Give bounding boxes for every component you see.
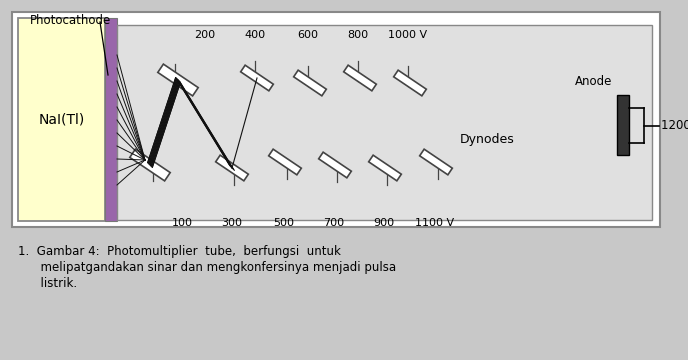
Polygon shape (369, 155, 401, 181)
Text: 700: 700 (323, 218, 345, 228)
Polygon shape (394, 70, 427, 96)
Polygon shape (158, 64, 198, 96)
Polygon shape (344, 65, 376, 91)
Polygon shape (294, 70, 326, 96)
Text: 200: 200 (195, 30, 215, 40)
Bar (12, 12, 660, 227)
Text: 1.  Gambar 4:  Photomultiplier  tube,  berfungsi  untuk: 1. Gambar 4: Photomultiplier tube, berfu… (18, 245, 341, 258)
Text: 1100 V: 1100 V (416, 218, 455, 228)
Polygon shape (269, 149, 301, 175)
Polygon shape (215, 155, 248, 181)
Polygon shape (130, 149, 170, 181)
Polygon shape (420, 149, 452, 175)
Bar (18, 18, 105, 221)
Text: 800: 800 (347, 30, 369, 40)
Text: Anode: Anode (574, 75, 612, 88)
Bar (117, 25, 652, 220)
Text: 900: 900 (374, 218, 394, 228)
Text: 500: 500 (274, 218, 294, 228)
Polygon shape (319, 152, 352, 178)
Text: 1200 V: 1200 V (661, 119, 688, 132)
Text: 600: 600 (297, 30, 319, 40)
Text: NaI(Tl): NaI(Tl) (39, 112, 85, 126)
Text: 100: 100 (171, 218, 193, 228)
Text: melipatgandakan sinar dan mengkonfersinya menjadi pulsa: melipatgandakan sinar dan mengkonfersiny… (18, 261, 396, 274)
Text: Dynodes: Dynodes (460, 134, 515, 147)
Bar (617, 95, 629, 155)
Bar (105, 18, 117, 221)
Text: Photocathode: Photocathode (30, 14, 111, 27)
Polygon shape (241, 65, 273, 91)
Text: 400: 400 (244, 30, 266, 40)
Text: 300: 300 (222, 218, 242, 228)
Text: listrik.: listrik. (18, 277, 77, 290)
Text: 1000 V: 1000 V (389, 30, 427, 40)
